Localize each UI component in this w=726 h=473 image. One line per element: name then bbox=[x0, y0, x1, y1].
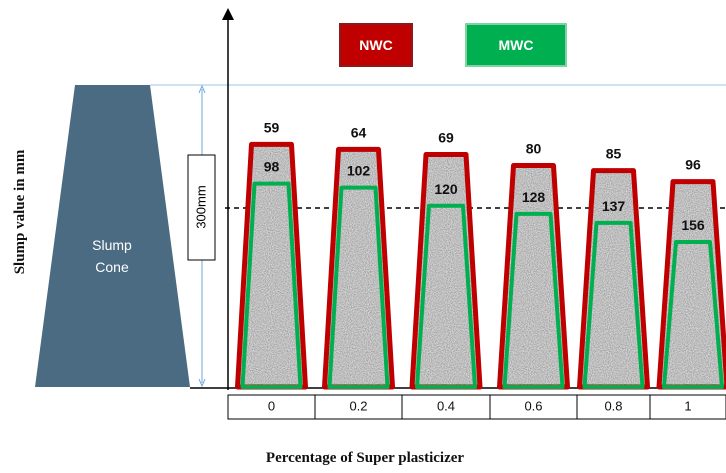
y-axis-label: Slump value in mm bbox=[12, 149, 28, 274]
value-label: 120 bbox=[434, 181, 458, 197]
legend-label: NWC bbox=[359, 37, 392, 53]
x-axis-label: Percentage of Super plasticizer bbox=[266, 450, 464, 466]
value-label: 85 bbox=[606, 146, 622, 162]
x-tick-label: 0.4 bbox=[437, 398, 455, 413]
value-label: 96 bbox=[685, 157, 701, 173]
value-label: 59 bbox=[264, 119, 280, 135]
plot: 0 0.2 0.4 0.6 0.8 1 59 64 69 80 85 96 98 102 120 128 137… bbox=[228, 119, 726, 419]
x-tick-label: 0.8 bbox=[604, 398, 622, 413]
chart: SlumpCone 300mm Slump value in mm Percen… bbox=[0, 0, 726, 473]
value-label: 102 bbox=[347, 163, 371, 179]
value-label: 128 bbox=[522, 189, 546, 205]
x-tick-label: 0.2 bbox=[349, 398, 367, 413]
x-tick-label: 0 bbox=[268, 398, 275, 413]
height-label: 300mm bbox=[193, 185, 208, 228]
value-label: 64 bbox=[351, 124, 367, 140]
slump-cone bbox=[35, 85, 190, 387]
value-label: 69 bbox=[438, 129, 454, 145]
x-tick-label: 1 bbox=[684, 398, 691, 413]
value-label: 137 bbox=[602, 198, 626, 214]
legend-label: MWC bbox=[499, 37, 534, 53]
x-tick-label: 0.6 bbox=[524, 398, 542, 413]
value-label: 98 bbox=[264, 159, 280, 175]
value-label: 156 bbox=[681, 217, 705, 233]
value-label: 80 bbox=[526, 141, 542, 157]
